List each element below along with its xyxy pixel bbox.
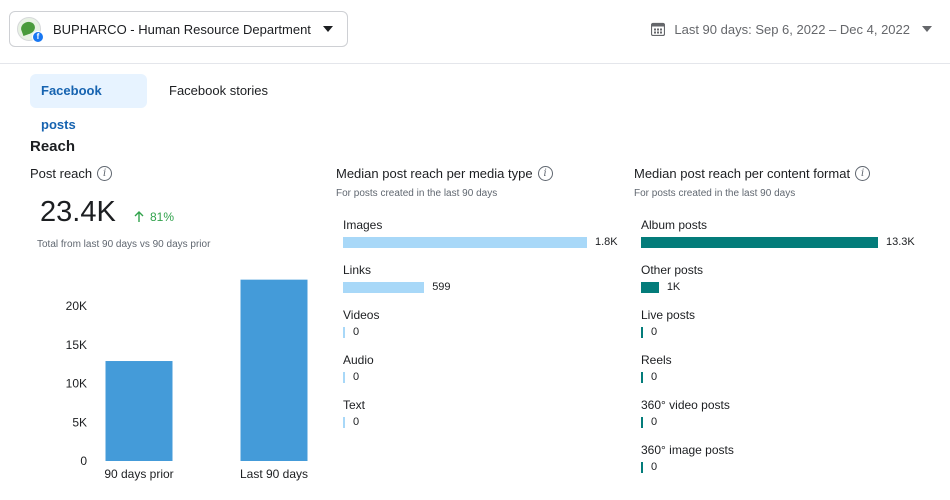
content-format-bar xyxy=(641,236,878,248)
facebook-badge-icon: f xyxy=(32,31,44,43)
content-format-subtitle: For posts created in the last 90 days xyxy=(634,188,796,199)
chart-bar-1[interactable] xyxy=(240,279,308,461)
chevron-down-icon xyxy=(323,26,333,32)
content-format-bar xyxy=(641,461,643,473)
content-format-label: 360° video posts xyxy=(641,398,730,412)
media-type-value: 0 xyxy=(353,326,360,338)
content-format-value: 1K xyxy=(666,281,681,293)
content-format-value: 0 xyxy=(651,416,658,428)
content-format-title: Median post reach per content format i xyxy=(634,166,871,181)
info-icon[interactable]: i xyxy=(855,166,871,181)
y-tick-label: 15K xyxy=(66,338,87,352)
content-format-label: Album posts xyxy=(641,218,708,232)
date-range-picker[interactable]: Last 90 days: Sep 6, 2022 – Dec 4, 2022 xyxy=(651,18,932,40)
media-type-title: Median post reach per media type i xyxy=(336,166,553,181)
account-selector[interactable]: f BUPHARCO - Human Resource Department xyxy=(9,11,348,47)
media-type-title-text: Median post reach per media type xyxy=(336,166,533,181)
content-format-value: 13.3K xyxy=(886,236,915,248)
content-format-title-text: Median post reach per content format xyxy=(634,166,851,181)
media-type-label: Images xyxy=(343,218,383,232)
account-avatar: f xyxy=(17,17,44,43)
content-format-label: Live posts xyxy=(641,308,696,322)
tab-facebook-posts[interactable]: Facebook posts xyxy=(30,74,147,132)
content-format-bar xyxy=(641,416,643,428)
content-format-label: Other posts xyxy=(641,263,704,277)
content-format-row: 360° video posts 0 xyxy=(641,398,730,428)
media-type-value: 1.8K xyxy=(595,236,618,248)
content-format-row: Album posts 13.3K xyxy=(641,218,915,248)
media-type-bar-track: 0 xyxy=(343,416,359,428)
media-type-bar xyxy=(343,326,345,338)
post-reach-delta-value: 81% xyxy=(150,210,175,224)
content-format-bar xyxy=(641,326,643,338)
info-icon[interactable]: i xyxy=(537,166,553,181)
content-format-bar-track: 13.3K xyxy=(641,236,915,248)
content-format-value: 0 xyxy=(651,371,658,383)
content-format-value: 0 xyxy=(651,326,658,338)
arrow-up-icon xyxy=(134,211,144,222)
chart-bar-0[interactable] xyxy=(105,361,173,461)
media-type-label: Videos xyxy=(343,308,380,322)
chevron-down-icon xyxy=(922,26,932,32)
media-type-row: Audio 0 xyxy=(343,353,374,383)
media-type-row: Videos 0 xyxy=(343,308,380,338)
post-reach-bar-chart: 0 5K 10K 15K 20K 90 days prior Last 90 days xyxy=(66,279,308,481)
y-tick-label: 10K xyxy=(66,377,87,391)
x-tick-label: Last 90 days xyxy=(240,467,308,481)
media-type-label: Links xyxy=(343,263,372,277)
x-tick-label: 90 days prior xyxy=(104,467,173,481)
post-reach-delta: 81% xyxy=(134,210,174,224)
media-type-bar xyxy=(343,236,587,248)
y-tick-label: 20K xyxy=(66,299,87,313)
content-format-bar-track: 0 xyxy=(641,416,657,428)
media-type-row: Images 1.8K xyxy=(343,218,618,248)
media-type-bar-track: 1.8K xyxy=(343,236,618,248)
top-bar: f BUPHARCO - Human Resource Department L… xyxy=(0,0,950,64)
content-format-bar-track: 0 xyxy=(641,326,657,338)
media-type-row: Text 0 xyxy=(343,398,366,428)
media-type-value: 599 xyxy=(432,281,451,293)
content-format-bar xyxy=(641,281,659,293)
y-tick-label: 5K xyxy=(72,415,87,429)
content-format-bar-track: 0 xyxy=(641,371,657,383)
content-format-row: Reels 0 xyxy=(641,353,672,383)
content-format-label: 360° image posts xyxy=(641,443,734,457)
content-format-row: Live posts 0 xyxy=(641,308,696,338)
content-format-row: 360° image posts 0 xyxy=(641,443,734,473)
section-title: Reach xyxy=(30,138,76,155)
y-tick-label: 0 xyxy=(80,454,87,468)
post-reach-note: Total from last 90 days vs 90 days prior xyxy=(37,239,211,250)
post-reach-label-text: Post reach xyxy=(30,166,93,181)
media-type-row: Links 599 xyxy=(343,263,451,293)
media-type-label: Audio xyxy=(343,353,374,367)
media-type-bar xyxy=(343,281,425,293)
content-format-row: Other posts 1K xyxy=(641,263,704,293)
content-format-label: Reels xyxy=(641,353,672,367)
media-type-bar xyxy=(343,371,345,383)
media-type-value: 0 xyxy=(353,416,360,428)
date-range-label: Last 90 days: Sep 6, 2022 – Dec 4, 2022 xyxy=(674,21,910,37)
calendar-icon xyxy=(651,22,666,36)
content-format-value: 0 xyxy=(651,461,658,473)
media-type-subtitle: For posts created in the last 90 days xyxy=(336,188,498,199)
media-type-bar xyxy=(343,416,345,428)
post-reach-value: 23.4K xyxy=(40,196,116,228)
media-type-bar-track: 0 xyxy=(343,326,359,338)
content-format-bar xyxy=(641,371,643,383)
info-icon[interactable]: i xyxy=(97,166,113,181)
media-type-bar-track: 0 xyxy=(343,371,359,383)
media-type-label: Text xyxy=(343,398,366,412)
content-format-bar-track: 1K xyxy=(641,281,680,293)
media-type-value: 0 xyxy=(353,371,360,383)
account-name: BUPHARCO - Human Resource Department xyxy=(53,21,311,37)
content-format-bar-track: 0 xyxy=(641,461,657,473)
post-reach-label: Post reach i xyxy=(30,166,113,181)
tab-facebook-stories[interactable]: Facebook stories xyxy=(169,83,268,98)
media-type-bar-track: 599 xyxy=(343,281,451,293)
